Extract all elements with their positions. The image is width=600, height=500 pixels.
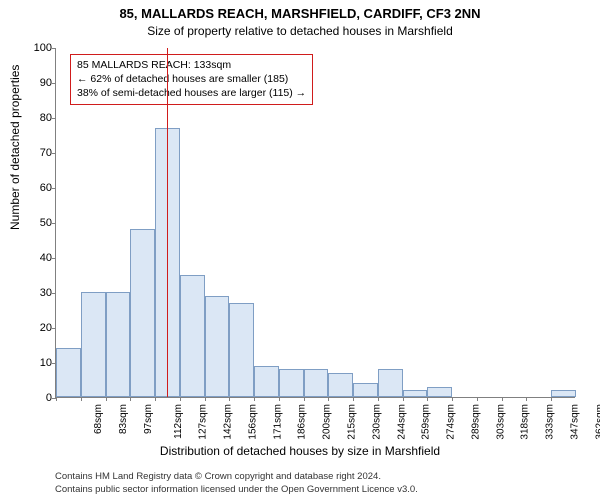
x-tick-label: 333sqm (545, 404, 556, 440)
histogram-bar (279, 369, 304, 397)
x-tick-mark (229, 397, 230, 401)
annotation-line2: ← 62% of detached houses are smaller (18… (77, 72, 306, 86)
marker-line (167, 48, 168, 397)
x-tick-label: 362sqm (594, 404, 600, 440)
y-tick-mark (52, 83, 56, 84)
annotation-box: 85 MALLARDS REACH: 133sqm ← 62% of detac… (70, 54, 313, 105)
x-tick-mark (304, 397, 305, 401)
x-tick-mark (328, 397, 329, 401)
x-tick-label: 83sqm (118, 404, 129, 434)
y-tick-mark (52, 153, 56, 154)
y-tick-mark (52, 48, 56, 49)
y-tick-mark (52, 223, 56, 224)
x-tick-label: 142sqm (223, 404, 234, 440)
histogram-bar (427, 387, 452, 398)
histogram-bar (254, 366, 279, 398)
x-tick-mark (106, 397, 107, 401)
x-tick-mark (452, 397, 453, 401)
y-tick-mark (52, 188, 56, 189)
x-tick-mark (56, 397, 57, 401)
histogram-bar (378, 369, 403, 397)
x-tick-mark (205, 397, 206, 401)
x-tick-label: 274sqm (446, 404, 457, 440)
x-tick-mark (502, 397, 503, 401)
x-tick-mark (81, 397, 82, 401)
footer-attribution: Contains HM Land Registry data © Crown c… (55, 471, 580, 496)
x-tick-label: 171sqm (272, 404, 283, 440)
x-tick-label: 68sqm (93, 404, 104, 434)
x-tick-mark (254, 397, 255, 401)
y-tick-mark (52, 293, 56, 294)
histogram-bar (56, 348, 81, 397)
x-tick-label: 127sqm (198, 404, 209, 440)
x-tick-mark (378, 397, 379, 401)
x-tick-mark (155, 397, 156, 401)
footer-line1: Contains HM Land Registry data © Crown c… (55, 471, 580, 483)
histogram-bar (551, 390, 576, 397)
y-tick-label: 40 (22, 252, 52, 264)
x-tick-label: 230sqm (371, 404, 382, 440)
x-tick-mark (427, 397, 428, 401)
x-tick-label: 318sqm (520, 404, 531, 440)
y-tick-label: 0 (22, 392, 52, 404)
histogram-bar (328, 373, 353, 398)
histogram-bar (81, 292, 106, 397)
histogram-bar (353, 383, 378, 397)
chart-title-sub: Size of property relative to detached ho… (0, 24, 600, 38)
y-tick-label: 10 (22, 357, 52, 369)
y-axis-label: Number of detached properties (8, 65, 22, 230)
chart-container: 85, MALLARDS REACH, MARSHFIELD, CARDIFF,… (0, 0, 600, 500)
x-tick-label: 289sqm (470, 404, 481, 440)
x-tick-mark (477, 397, 478, 401)
x-tick-label: 303sqm (495, 404, 506, 440)
histogram-bar (180, 275, 205, 398)
x-tick-mark (551, 397, 552, 401)
x-tick-mark (180, 397, 181, 401)
footer-line2: Contains public sector information licen… (55, 484, 580, 496)
plot-area: 85 MALLARDS REACH: 133sqm ← 62% of detac… (55, 48, 575, 398)
y-tick-label: 100 (22, 42, 52, 54)
y-tick-label: 70 (22, 147, 52, 159)
x-tick-mark (353, 397, 354, 401)
x-tick-label: 112sqm (173, 404, 184, 439)
x-tick-label: 215sqm (347, 404, 358, 440)
annotation-line1: 85 MALLARDS REACH: 133sqm (77, 58, 306, 72)
histogram-bar (205, 296, 230, 398)
y-tick-label: 80 (22, 112, 52, 124)
x-tick-label: 259sqm (421, 404, 432, 440)
x-tick-label: 200sqm (322, 404, 333, 440)
x-tick-label: 347sqm (569, 404, 580, 440)
x-tick-label: 186sqm (297, 404, 308, 440)
histogram-bar (106, 292, 131, 397)
y-tick-mark (52, 258, 56, 259)
annotation-line3: 38% of semi-detached houses are larger (… (77, 86, 306, 100)
y-tick-mark (52, 118, 56, 119)
y-tick-label: 20 (22, 322, 52, 334)
x-axis-label: Distribution of detached houses by size … (0, 444, 600, 458)
x-tick-label: 97sqm (143, 404, 154, 434)
y-tick-label: 50 (22, 217, 52, 229)
x-tick-mark (130, 397, 131, 401)
y-tick-mark (52, 328, 56, 329)
x-tick-label: 244sqm (396, 404, 407, 440)
histogram-bar (403, 390, 428, 397)
x-tick-mark (526, 397, 527, 401)
x-tick-label: 156sqm (248, 404, 259, 440)
histogram-bar (229, 303, 254, 398)
x-tick-mark (279, 397, 280, 401)
x-tick-mark (403, 397, 404, 401)
y-tick-label: 90 (22, 77, 52, 89)
chart-title-main: 85, MALLARDS REACH, MARSHFIELD, CARDIFF,… (0, 6, 600, 21)
y-tick-label: 60 (22, 182, 52, 194)
histogram-bar (130, 229, 155, 397)
y-tick-label: 30 (22, 287, 52, 299)
histogram-bar (304, 369, 329, 397)
